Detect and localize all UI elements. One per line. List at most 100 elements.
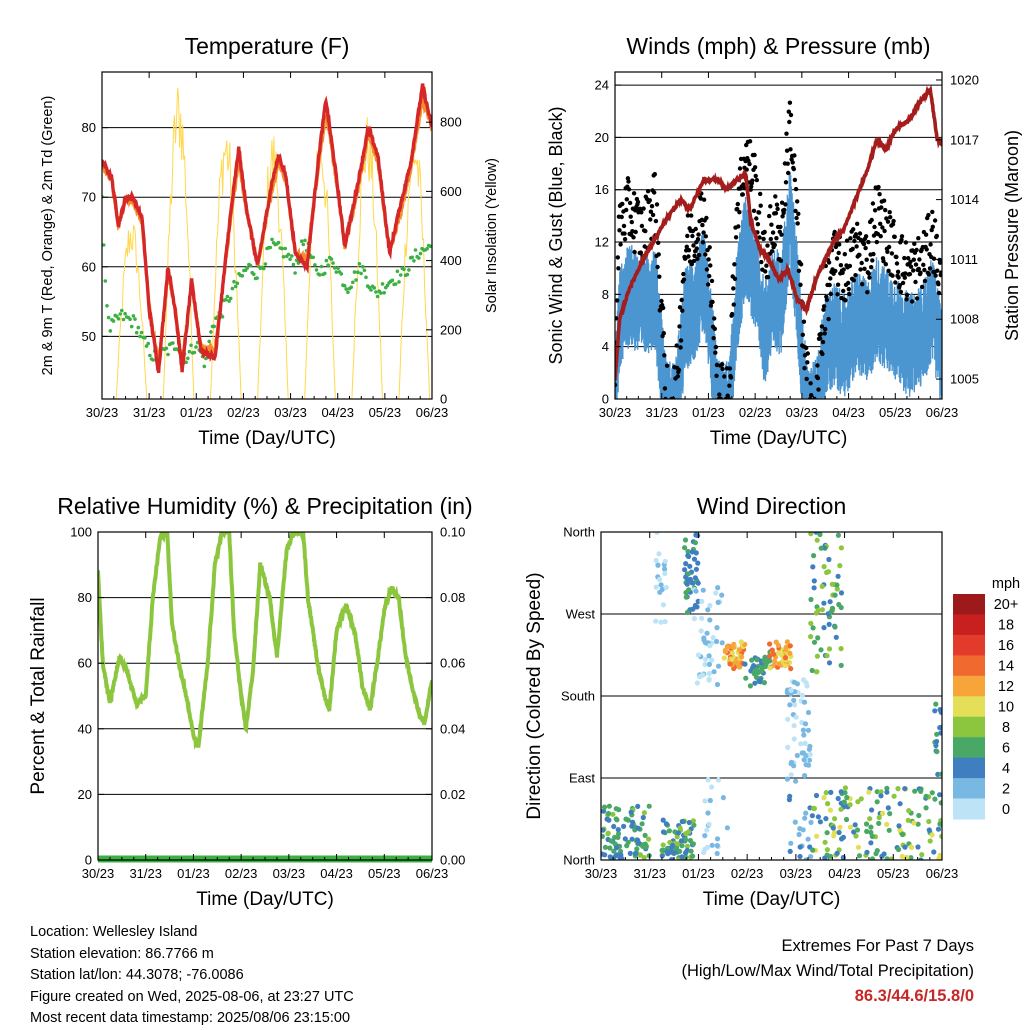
dewpoint-point <box>352 270 357 274</box>
direction-point <box>699 615 705 621</box>
gust-point <box>712 316 717 321</box>
direction-point <box>868 840 874 846</box>
x-axis-label: Time (Day/UTC) <box>703 889 841 910</box>
direction-point <box>937 792 942 798</box>
gust-point <box>664 363 670 368</box>
direction-point <box>895 786 901 792</box>
gust-point <box>877 192 882 197</box>
direction-point <box>788 687 794 693</box>
colorbar-swatch <box>953 614 985 636</box>
gust-point <box>887 210 892 215</box>
direction-point <box>705 777 711 783</box>
direction-point <box>691 616 698 622</box>
direction-point <box>700 587 706 593</box>
direction-point <box>615 827 621 833</box>
gust-point <box>713 350 718 355</box>
gust-point <box>822 331 827 336</box>
gust-point <box>703 234 708 239</box>
x-tick-label: 02/23 <box>227 405 260 420</box>
gust-point <box>879 205 884 210</box>
dewpoint-point <box>263 262 268 266</box>
gust-point <box>752 152 757 158</box>
gust-point <box>615 316 619 321</box>
gust-point <box>782 207 787 213</box>
direction-point <box>720 795 727 801</box>
y-tick-label: 0 <box>85 853 92 868</box>
direction-point <box>881 851 887 857</box>
dewpoint-point <box>410 255 415 260</box>
direction-point <box>929 790 935 796</box>
gust-point <box>735 201 740 207</box>
direction-point <box>827 807 834 813</box>
direction-point <box>628 809 634 815</box>
direction-point <box>832 624 838 630</box>
direction-point <box>629 823 635 829</box>
gust-point <box>866 239 871 245</box>
dewpoint-point <box>187 349 192 354</box>
gust-point <box>802 366 807 371</box>
direction-point <box>939 833 942 839</box>
dewpoint-point <box>339 272 344 276</box>
direction-point <box>669 857 675 860</box>
direction-point <box>713 638 720 645</box>
dewpoint-point <box>346 290 350 295</box>
gust-point <box>904 292 910 298</box>
direction-point <box>729 656 735 662</box>
gust-point <box>894 261 900 266</box>
gust-point <box>641 206 646 211</box>
x-axis-label: Time (Day/UTC) <box>196 889 334 910</box>
gust-point <box>851 278 856 283</box>
direction-point <box>730 644 737 650</box>
gust-point <box>675 374 680 379</box>
gust-point <box>881 259 886 264</box>
chart-panel-1: 30/23 31/23 01/23 02/23 03/23 04/23 05/23 06/23… <box>40 33 500 449</box>
gust-point <box>714 362 720 368</box>
direction-point <box>742 661 748 667</box>
direction-point <box>709 842 715 848</box>
colorbar-label: 12 <box>998 679 1014 695</box>
dewpoint-point <box>281 254 286 259</box>
y2-tick-label: 600 <box>440 184 462 199</box>
plot-frame <box>101 71 433 400</box>
dewpoint-point <box>146 341 150 346</box>
dewpoint-point <box>314 268 319 272</box>
direction-point <box>693 588 699 594</box>
direction-point <box>660 842 666 848</box>
gust-point <box>787 100 793 105</box>
direction-point <box>767 665 773 671</box>
figure-created: Figure created on Wed, 2025-08-06, at 23… <box>30 988 354 1005</box>
gust-point <box>769 249 775 254</box>
extremes-subtitle: (High/Low/Max Wind/Total Precipitation) <box>681 962 974 980</box>
gust-point <box>631 191 637 196</box>
direction-point <box>641 855 647 860</box>
gust-point <box>931 256 937 261</box>
direction-point <box>915 821 921 827</box>
direction-point <box>705 607 711 613</box>
dewpoint-point <box>412 259 416 263</box>
direction-point <box>874 848 880 854</box>
direction-point <box>674 834 680 840</box>
gust-point <box>790 160 795 165</box>
direction-point <box>832 592 838 598</box>
gust-point <box>662 353 667 358</box>
y2-tick-label: 1005 <box>950 372 979 387</box>
dewpoint-point <box>405 272 410 277</box>
dewpoint-point <box>194 345 198 349</box>
gust-point <box>904 297 909 302</box>
dewpoint-point <box>344 287 349 291</box>
y-tick-label: 24 <box>595 78 609 93</box>
y-tick-label: 8 <box>602 287 609 302</box>
gust-point <box>661 331 666 336</box>
direction-point <box>863 821 870 827</box>
x-tick-label: 03/23 <box>786 405 819 420</box>
x-tick-label: 01/23 <box>180 405 213 420</box>
direction-point <box>808 854 814 860</box>
direction-point <box>834 582 840 588</box>
direction-point <box>838 646 844 652</box>
direction-point <box>637 852 643 858</box>
direction-point <box>682 545 688 551</box>
direction-point <box>919 852 925 858</box>
insolation-curve <box>257 136 289 399</box>
gust-point <box>804 376 809 382</box>
dewpoint-point <box>402 267 406 272</box>
